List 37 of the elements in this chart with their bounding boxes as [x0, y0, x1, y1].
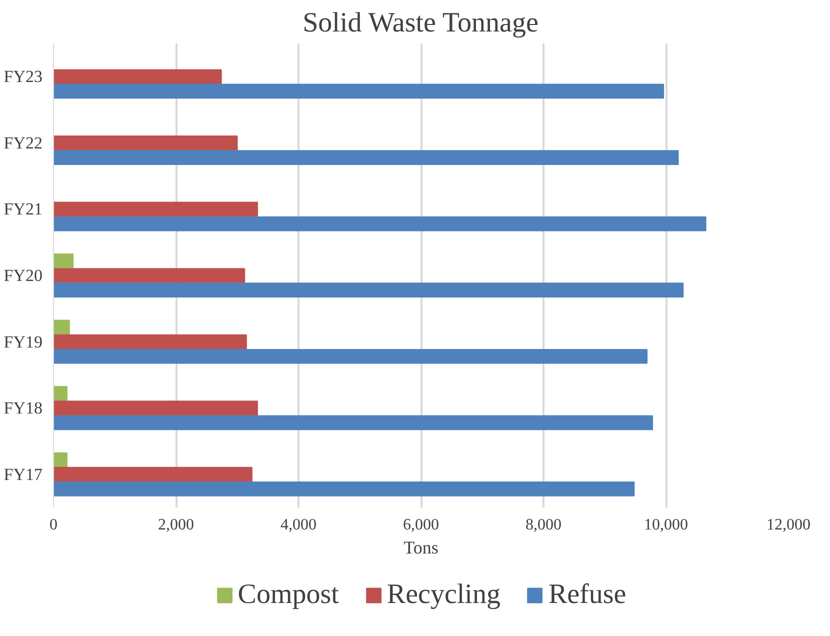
- bar: [54, 466, 252, 482]
- bar: [54, 400, 258, 416]
- x-tick-label: 4,000: [280, 516, 316, 534]
- y-tick-label: FY23: [4, 67, 43, 86]
- x-tick-label: 0: [50, 516, 58, 534]
- legend-label: Recycling: [386, 579, 500, 611]
- bar: [54, 334, 247, 350]
- chart-title: Solid Waste Tonnage: [302, 8, 538, 38]
- bar: [54, 268, 246, 283]
- bar: [54, 69, 222, 84]
- bar: [54, 202, 258, 217]
- y-tick-label: FY20: [4, 266, 43, 285]
- y-tick-label: FY17: [4, 464, 43, 484]
- y-tick-label: FY21: [4, 200, 43, 219]
- y-tick-label: FY19: [4, 332, 43, 352]
- bar: [54, 150, 679, 165]
- bar: [54, 136, 238, 150]
- bar: [54, 84, 664, 99]
- bar: [54, 386, 68, 401]
- x-tick-label: 10,000: [644, 516, 688, 534]
- legend-label: Refuse: [548, 579, 626, 611]
- x-tick-label: 2,000: [158, 516, 194, 534]
- y-tick-label: FY18: [4, 398, 43, 418]
- bar: [54, 253, 74, 268]
- x-tick-label: 12,000: [766, 516, 810, 534]
- bar: [54, 452, 68, 468]
- x-tick-label: 6,000: [403, 516, 439, 534]
- x-axis-title: Tons: [404, 538, 438, 558]
- bar: [54, 282, 684, 298]
- bar: [54, 320, 70, 335]
- bar: [54, 482, 635, 496]
- bar: [54, 216, 706, 232]
- legend-label: Compost: [238, 579, 339, 611]
- bar: [54, 415, 654, 430]
- x-tick-label: 8,000: [526, 516, 562, 534]
- bar: [54, 348, 648, 364]
- y-tick-label: FY22: [4, 133, 43, 152]
